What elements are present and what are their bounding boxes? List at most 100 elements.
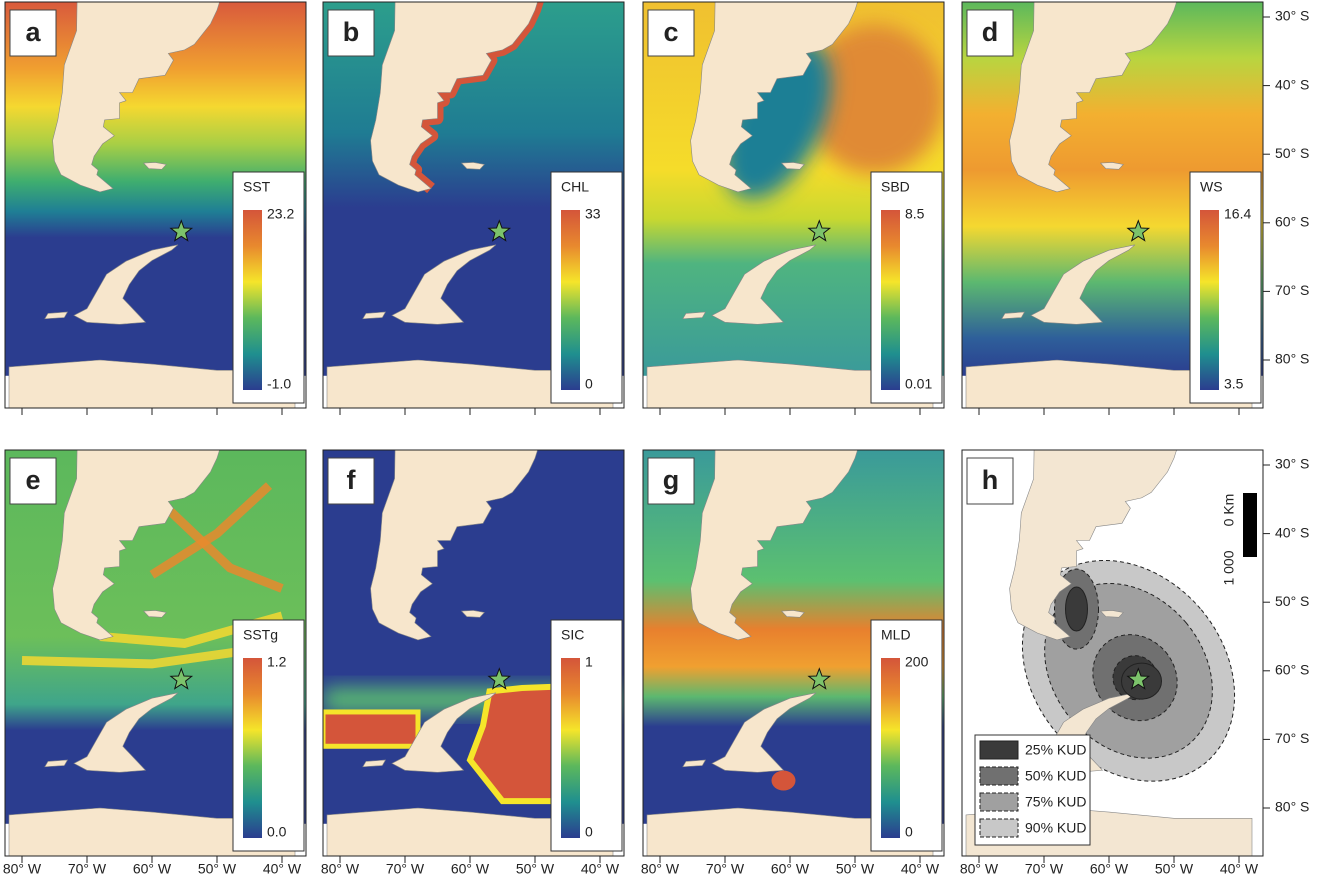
legend-min: -1.0 [267,376,291,392]
color-bar [561,210,580,390]
x-tick-label: 60° W [451,861,490,877]
x-tick-label: 60° W [133,861,172,877]
x-tick-label: 40° W [581,861,620,877]
land [1099,162,1124,170]
high-region [804,24,944,175]
land [44,311,69,320]
scale-bar [1243,493,1257,557]
legend-title: SBD [881,179,910,195]
letter-box [966,9,1014,57]
deep-region [771,770,796,791]
legend-min: 0 [585,824,593,840]
land [1001,311,1026,320]
legend-swatch [979,818,1019,838]
gradient-streak [161,502,284,593]
x-tick-label: 40° W [263,861,302,877]
x-tick-label: 50° W [516,861,555,877]
letter-box [9,9,57,57]
legend-label: 50% KUD [1025,768,1086,784]
panel-frame [322,1,625,409]
x-tick-label: 50° W [836,861,875,877]
land [52,450,220,641]
letter-box [327,457,375,505]
x-tick-label: 80° W [960,861,999,877]
y-tick-label: 40° S [1275,76,1309,92]
map-panel: h 25% KUD 50% KUD 75% KUD 90% KUD 0 Km 1 000 [961,449,1264,857]
x-tick-label: 70° W [706,861,745,877]
legend-label: 90% KUD [1025,820,1086,836]
land [646,807,934,856]
y-tick-label: 30° S [1275,8,1309,24]
legend-label: 75% KUD [1025,794,1086,810]
legend-min: 3.5 [1224,376,1244,392]
letter-box [9,457,57,505]
letter-box [647,457,695,505]
colony-star [1126,219,1151,242]
land [326,359,614,408]
land [326,807,614,856]
panel-letter: h [982,465,999,495]
y-tick-label: 70° S [1275,730,1309,746]
map-panel: e SSTg 1.2 0.0 [4,449,307,857]
map [643,450,944,856]
legend-max: 8.5 [905,206,925,222]
ice-band [323,709,421,749]
y-tick-label: 50° S [1275,593,1309,609]
land [780,162,805,170]
land [370,450,538,641]
map-panel: a SST 23.2 -1.0 [4,1,307,409]
land [682,759,707,768]
land [8,359,296,408]
color-bar [243,210,262,390]
x-tick-label: 60° W [771,861,810,877]
land [711,692,817,773]
legend-swatch [979,792,1019,812]
panel-letter: g [663,465,680,495]
x-tick-label: 50° W [198,861,237,877]
colony-star [169,219,194,242]
panel-letter: f [347,465,357,495]
land [682,311,707,320]
legend-max: 33 [585,206,601,222]
gradient-streak [21,645,251,669]
land [142,162,167,170]
land [391,692,497,773]
x-tick-label: 40° W [901,861,940,877]
x-tick-label: 60° W [1090,861,1129,877]
legend-min: 0 [905,824,913,840]
legend-max: 16.4 [1224,206,1251,222]
land [690,2,858,193]
color-bar [561,658,580,838]
x-tick-label: 50° W [1155,861,1194,877]
legend-title: SSTg [243,627,278,643]
x-tick-label: 70° W [1025,861,1064,877]
land [780,610,805,618]
letter-box [966,457,1014,505]
panel-frame [642,1,945,409]
y-tick-label: 30° S [1275,456,1309,472]
legend-max: 1.2 [267,654,287,670]
land [646,359,934,408]
legend-min: 0.01 [905,376,932,392]
color-bar [243,658,262,838]
legend-title: MLD [881,627,911,643]
map-panel: g MLD 200 0 [642,449,945,857]
legend-min: 0 [585,376,593,392]
panel-frame [4,1,307,409]
land [690,450,858,641]
colony-star [169,667,194,690]
land [52,2,220,193]
land [391,244,497,325]
letter-box [647,9,695,57]
map-panel: b CHL 33 0 [322,1,625,409]
panel-letter: b [343,17,360,47]
legend-swatch [979,766,1019,786]
panel-frame [4,449,307,857]
land [965,359,1253,408]
legend-title: SIC [561,627,584,643]
letter-box [327,9,375,57]
map [962,450,1263,856]
panel-frame [322,449,625,857]
legend-min: 0.0 [267,824,287,840]
